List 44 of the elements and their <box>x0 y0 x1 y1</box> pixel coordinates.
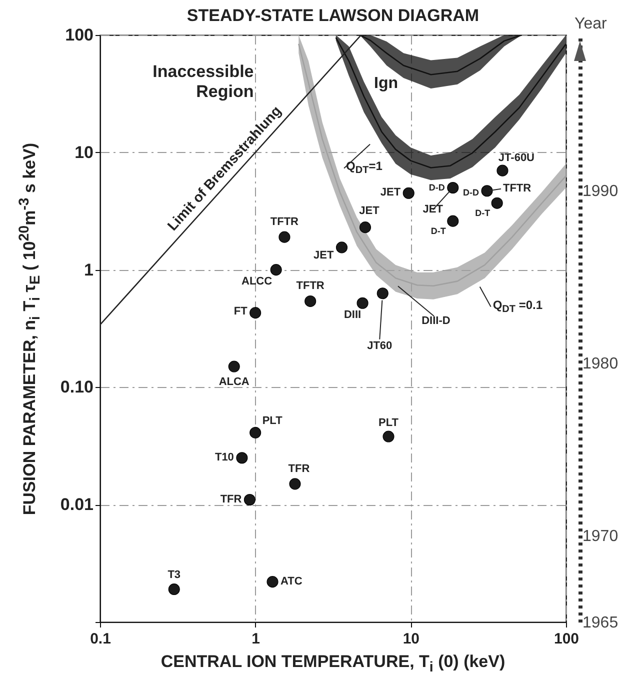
x-tick-label: 0.1 <box>90 630 111 648</box>
y2-axis-title: Year <box>574 16 608 32</box>
annotation: PLT <box>262 414 282 427</box>
annotation: ALCA <box>218 376 250 388</box>
annotation: Q$_{DT}$ =0.1 <box>492 298 543 315</box>
annotation: D-T <box>475 208 490 218</box>
annotation: TFR <box>288 462 310 475</box>
y-tick-label: 0.01 <box>60 495 94 514</box>
annotation: Inaccessible Region <box>152 62 254 103</box>
annotation: T10 <box>214 451 234 464</box>
annotation: Ign <box>374 74 398 92</box>
chart-title: STEADY-STATE LAWSON DIAGRAM <box>186 6 480 26</box>
y-tick-label: 1 <box>84 260 94 280</box>
annotation: TFR <box>220 493 242 506</box>
y2-tick-label: 1990 <box>582 182 618 200</box>
annotation: TFTR <box>296 280 324 292</box>
x-axis-title: CENTRAL ION TEMPERATURE, T$_{i}$ (0) (keV) <box>160 652 506 676</box>
y2-tick-label: 1965 <box>582 614 618 632</box>
annotation: ALCC <box>242 275 272 288</box>
annotation: TFTR <box>502 182 532 194</box>
x-tick-label: 1 <box>252 630 260 648</box>
annotation: JET <box>359 205 380 218</box>
annotation: DIII-D <box>422 315 450 328</box>
x-tick-label: 10 <box>402 630 420 648</box>
annotation: JET <box>422 203 443 216</box>
annotation: JET <box>380 186 401 199</box>
annotation: JET <box>314 250 334 262</box>
annotation: D-T <box>430 226 446 236</box>
y-tick-label: 100 <box>65 26 94 44</box>
annotation: ATC <box>280 575 302 588</box>
annotation: JT-60U <box>498 152 535 164</box>
annotation: DIII <box>344 309 362 322</box>
annotation: TFTR <box>270 216 299 228</box>
annotation: D-D <box>428 182 445 192</box>
annotation: D-D <box>462 187 479 198</box>
annotation: FT <box>234 305 248 318</box>
y-tick-label: 0.10 <box>60 378 94 397</box>
y2-tick-label: 1980 <box>582 356 618 373</box>
y2-tick-label: 1970 <box>582 528 618 546</box>
annotation: PLT <box>378 416 398 429</box>
annotation: JT60 <box>367 340 392 352</box>
x-tick-label: 100 <box>554 630 580 648</box>
y-tick-label: 10 <box>74 142 94 162</box>
annotation: T3 <box>168 569 181 582</box>
